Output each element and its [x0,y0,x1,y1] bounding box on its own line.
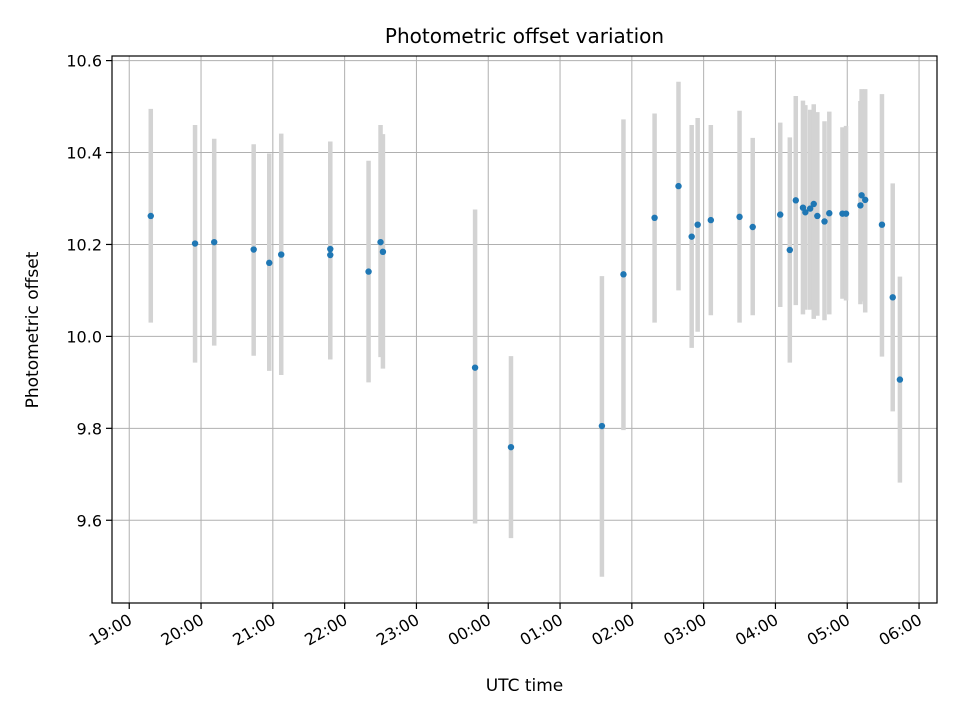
y-tick-label: 9.6 [77,511,102,530]
data-point [889,294,896,301]
data-points [147,182,904,451]
data-point [694,221,701,228]
data-point [675,182,682,190]
data-point [507,443,515,451]
data-point [278,251,285,258]
data-point [327,245,334,253]
data-point [736,213,743,221]
data-point [688,233,695,240]
data-point [147,212,154,220]
data-point [377,238,384,246]
data-point [707,216,715,224]
data-point [806,205,814,212]
data-point [365,268,372,275]
y-axis-ticks: 9.6 9.8 10.0 10.2 10.4 10.6 [66,52,112,530]
y-tick-label: 9.8 [77,419,102,438]
y-axis-label: Photometric offset [23,251,43,408]
data-point [858,192,865,199]
data-point [250,246,257,253]
data-point [878,221,886,228]
y-tick-label: 10.0 [66,327,102,346]
data-point [826,210,833,217]
y-tick-label: 10.2 [66,235,102,254]
data-point [210,238,218,246]
data-point [777,211,784,218]
data-point [802,209,809,216]
data-point [861,196,869,204]
data-point [749,223,756,231]
data-point [266,259,273,267]
data-point [792,197,799,204]
data-point [814,212,821,220]
data-point [379,248,387,256]
data-point [857,202,864,209]
y-tick-label: 10.4 [66,144,102,163]
plot-frame [111,55,938,604]
data-point [471,364,479,371]
data-point [810,200,817,208]
y-tick-label: 10.6 [66,52,102,71]
data-point [821,218,828,225]
data-point [620,271,627,278]
data-point [327,251,334,259]
chart-title: Photometric offset variation [385,24,664,48]
data-point [191,240,199,247]
data-point [842,210,850,217]
grid [112,56,937,603]
data-point [651,214,658,222]
data-point [896,376,904,383]
x-axis-label: UTC time [486,676,564,696]
data-point [786,246,794,254]
data-point [598,422,606,430]
